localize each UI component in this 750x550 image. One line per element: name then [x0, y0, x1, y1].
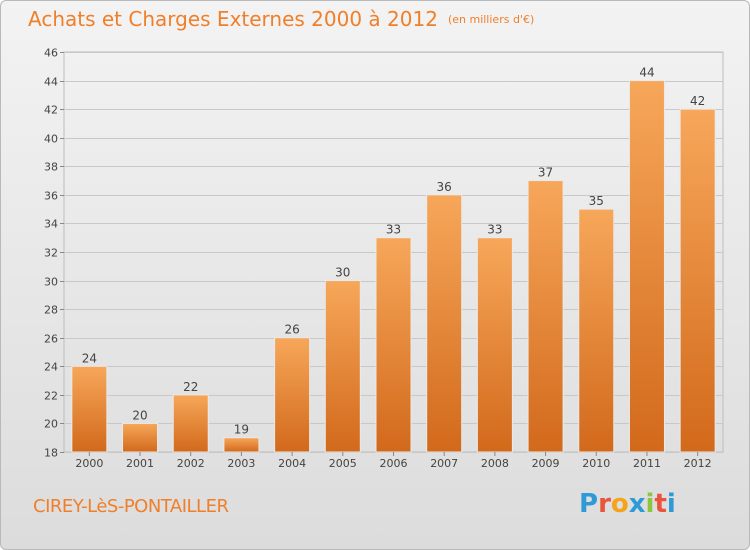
- data-label-2011: 44: [639, 66, 654, 80]
- logo-letter: t: [654, 489, 667, 519]
- y-axis: 18 20 22 24 26 28 30 32 34 36 38 40 42 44 46: [44, 47, 64, 460]
- bars: [71, 80, 716, 453]
- bar-2007[interactable]: [426, 194, 463, 453]
- x-tick-label-2005: 2005: [329, 457, 357, 470]
- proxiti-logo[interactable]: Proxiti: [579, 489, 676, 519]
- bar-2003[interactable]: [223, 437, 260, 453]
- bar-2001[interactable]: [122, 422, 159, 453]
- data-label-2008: 33: [487, 223, 502, 237]
- data-label-2002: 22: [183, 380, 198, 394]
- x-tick-label-2002: 2002: [177, 457, 205, 470]
- data-label-2009: 37: [538, 166, 553, 180]
- bar-2006[interactable]: [375, 237, 412, 453]
- y-tick-label: 20: [44, 418, 58, 431]
- bar-2004[interactable]: [274, 337, 311, 453]
- data-label-2004: 26: [284, 323, 299, 337]
- y-tick-label: 44: [44, 76, 58, 89]
- y-tick-label: 46: [44, 47, 58, 60]
- logo-letter: i: [645, 489, 655, 519]
- x-tick-label-2010: 2010: [582, 457, 610, 470]
- x-tick-label-2012: 2012: [684, 457, 712, 470]
- data-label-2003: 19: [234, 423, 249, 437]
- data-label-2005: 30: [335, 266, 350, 280]
- data-label-2012: 42: [690, 94, 705, 108]
- logo-letter: r: [598, 489, 611, 519]
- x-tick-label-2006: 2006: [380, 457, 408, 470]
- y-tick-label: 32: [44, 247, 58, 260]
- x-tick-label-2001: 2001: [126, 457, 154, 470]
- y-tick-label: 36: [44, 190, 58, 203]
- x-tick-label-2007: 2007: [430, 457, 458, 470]
- y-tick-label: 38: [44, 161, 58, 174]
- logo-letter: i: [666, 489, 676, 519]
- y-tick-label: 28: [44, 304, 58, 317]
- x-tick-label-2008: 2008: [481, 457, 509, 470]
- x-tick-label-2004: 2004: [278, 457, 306, 470]
- bar-2005[interactable]: [324, 280, 361, 453]
- chart-title: Achats et Charges Externes 2000 à 2012 (e…: [28, 7, 534, 31]
- logo-letter: o: [610, 489, 629, 519]
- x-tick-label-2003: 2003: [227, 457, 255, 470]
- title-text: Achats et Charges Externes 2000 à 2012: [28, 7, 438, 31]
- data-label-2001: 20: [132, 408, 147, 422]
- y-tick-label: 18: [44, 447, 58, 460]
- x-tick-label-2011: 2011: [633, 457, 661, 470]
- y-tick-label: 42: [44, 104, 58, 117]
- y-tick-label: 26: [44, 333, 58, 346]
- bar-2011[interactable]: [628, 80, 665, 453]
- data-label-2006: 33: [386, 223, 401, 237]
- logo-letter: x: [628, 489, 646, 519]
- data-label-2007: 36: [437, 180, 452, 194]
- bar-2002[interactable]: [172, 394, 209, 453]
- y-tick-label: 30: [44, 276, 58, 289]
- data-label-2000: 24: [82, 351, 97, 365]
- title-unit: (en milliers d'€): [447, 13, 535, 26]
- logo-letter: P: [579, 489, 599, 519]
- x-tick-label-2009: 2009: [532, 457, 560, 470]
- data-labels: 24 20 22 19 26 30 33 36 33 37 35 44 42: [82, 66, 706, 437]
- y-tick-label: 40: [44, 133, 58, 146]
- bar-2009[interactable]: [527, 180, 564, 453]
- bar-2010[interactable]: [578, 208, 615, 453]
- y-tick-label: 24: [44, 361, 58, 374]
- bar-2012[interactable]: [679, 108, 716, 453]
- y-tick-label: 22: [44, 390, 58, 403]
- x-tick-label-2000: 2000: [75, 457, 103, 470]
- bar-2000[interactable]: [71, 365, 108, 453]
- bar-2008[interactable]: [476, 237, 513, 453]
- y-tick-label: 34: [44, 218, 58, 231]
- data-label-2010: 35: [589, 194, 604, 208]
- x-axis: 2000 2001 2002 2003 2004 2005 2006 2007 2008 2009…: [75, 452, 712, 470]
- commune-name: CIREY-LèS-PONTAILLER: [33, 496, 229, 517]
